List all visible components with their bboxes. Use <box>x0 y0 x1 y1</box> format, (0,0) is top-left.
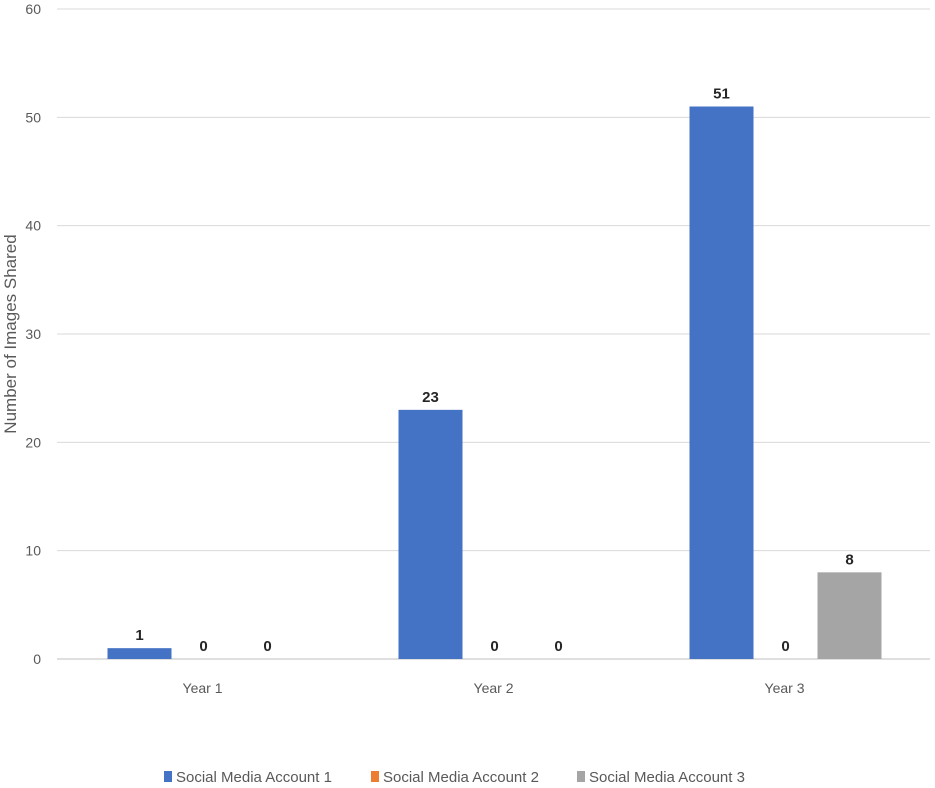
data-label: 0 <box>263 638 271 655</box>
y-tick-label: 40 <box>25 218 41 234</box>
legend-label: Social Media Account 2 <box>383 769 539 786</box>
legend-swatch <box>164 771 172 782</box>
data-label: 0 <box>781 638 789 655</box>
data-label: 0 <box>554 638 562 655</box>
bar <box>817 572 882 659</box>
y-axis-tick-labels: 0 10 20 30 40 50 60 <box>25 1 41 667</box>
data-label: 1 <box>135 627 143 644</box>
y-axis-title: Number of Images Shared <box>1 234 20 433</box>
legend-swatch <box>577 771 585 782</box>
x-tick-label: Year 1 <box>183 680 223 696</box>
legend-label: Social Media Account 1 <box>176 769 332 786</box>
bars <box>107 106 882 659</box>
bar <box>107 648 172 659</box>
y-tick-label: 30 <box>25 326 41 342</box>
x-tick-label: Year 3 <box>765 680 805 696</box>
y-tick-label: 20 <box>25 434 41 450</box>
legend: Social Media Account 1 Social Media Accou… <box>164 769 745 786</box>
data-labels: 1 0 0 23 0 0 51 0 8 <box>135 86 853 656</box>
x-axis-tick-labels: Year 1 Year 2 Year 3 <box>183 680 805 696</box>
data-label: 0 <box>490 638 498 655</box>
data-label: 51 <box>713 86 730 103</box>
data-label: 8 <box>845 551 853 568</box>
legend-swatch <box>371 771 379 782</box>
legend-label: Social Media Account 3 <box>589 769 745 786</box>
data-label: 23 <box>422 389 439 406</box>
bar <box>689 106 754 659</box>
bar <box>398 409 463 659</box>
y-tick-label: 10 <box>25 543 41 559</box>
x-tick-label: Year 2 <box>474 680 514 696</box>
gridlines <box>57 8 930 660</box>
y-tick-label: 0 <box>33 651 41 667</box>
y-tick-label: 60 <box>25 1 41 17</box>
data-label: 0 <box>199 638 207 655</box>
y-tick-label: 50 <box>25 109 41 125</box>
